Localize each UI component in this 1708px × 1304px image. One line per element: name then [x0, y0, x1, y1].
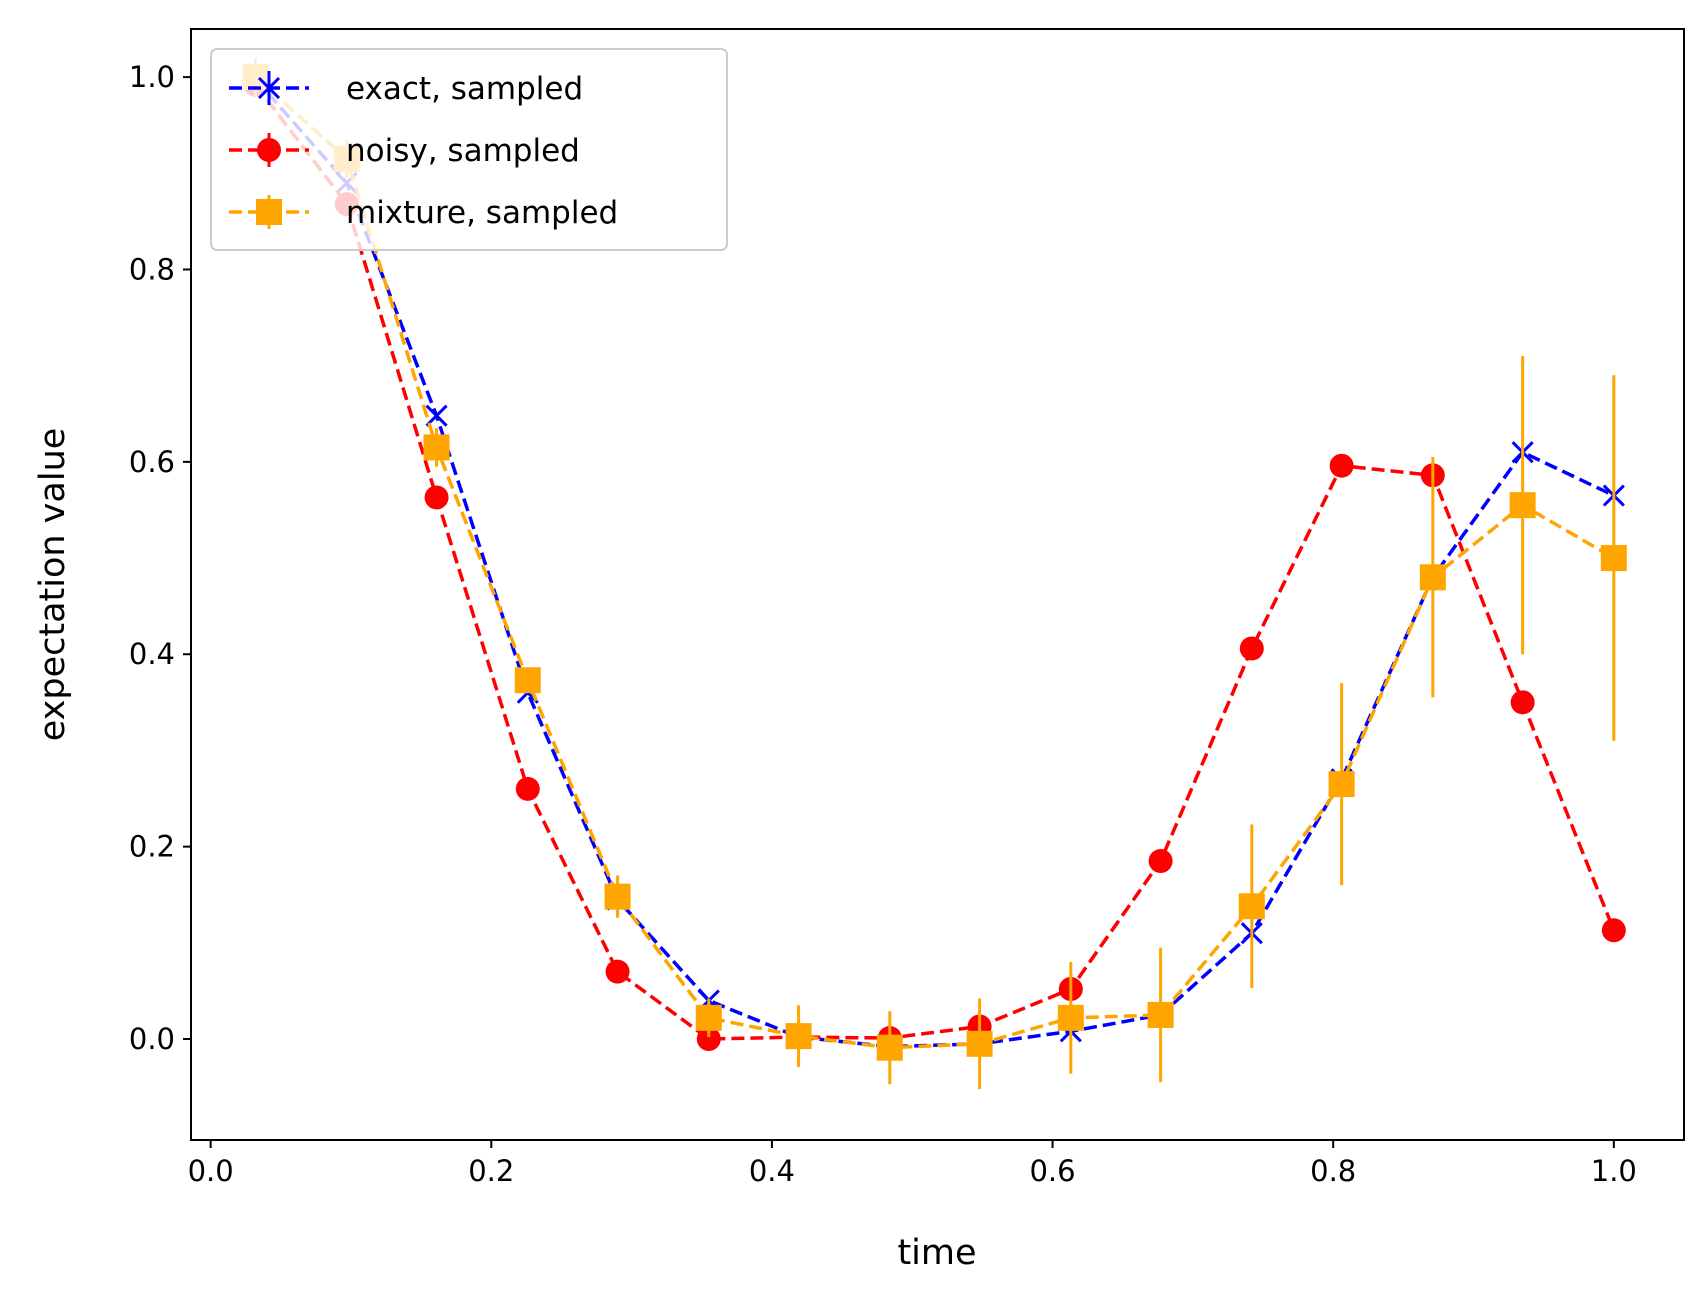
data-point-mixture: [1147, 1001, 1174, 1028]
y-axis-label: expectation value: [33, 428, 73, 742]
legend-frame: [210, 48, 728, 251]
data-point-exact: [425, 404, 448, 427]
axis-ticks: 0.0 0.2 0.4 0.6 0.8 1.0 0.0 0.2 0.4 0.6 0.8 1.0: [129, 60, 1637, 1188]
legend: exact, sampled noisy, sampled mixture, sam…: [210, 48, 728, 251]
data-point-mixture: [785, 1023, 812, 1050]
legend-marker: [257, 76, 281, 100]
data-point-noisy: [515, 776, 540, 801]
data-point-noisy: [1239, 636, 1264, 661]
data-point-mixture: [514, 667, 541, 694]
legend-label-mixture: mixture, sampled: [346, 195, 618, 231]
data-point-mixture: [966, 1030, 993, 1057]
y-tick-label: 0.0: [129, 1022, 175, 1056]
legend-item-exact: exact, sampled: [229, 71, 583, 107]
y-tick-label: 0.4: [129, 637, 175, 671]
data-point-noisy: [424, 485, 449, 510]
y-tick-label: 0.8: [129, 252, 175, 286]
data-point-noisy: [1601, 918, 1626, 943]
axes-frame: [190, 28, 1685, 1141]
x-tick-label: 1.0: [1591, 1154, 1637, 1188]
data-point-noisy: [1510, 690, 1535, 715]
series-line-mixture: [254, 75, 1615, 1050]
data-point-mixture: [876, 1034, 903, 1061]
legend-marker: [256, 199, 282, 225]
data-point-mixture: [1328, 771, 1355, 798]
series-line-noisy: [254, 83, 1616, 1041]
x-tick-label: 0.8: [1310, 1154, 1356, 1188]
y-tick-label: 0.6: [129, 445, 175, 479]
legend-items: exact, sampled noisy, sampled mixture, sam…: [229, 71, 618, 231]
data-point-noisy: [696, 1027, 721, 1051]
data-point-mixture: [695, 1004, 722, 1031]
legend-item-noisy: noisy, sampled: [229, 133, 580, 169]
x-tick-label: 0.6: [1029, 1154, 1075, 1188]
data-point-mixture: [1238, 893, 1265, 920]
x-axis-label: time: [897, 1233, 976, 1273]
data-point-noisy: [605, 959, 630, 984]
data-point-mixture: [423, 434, 450, 461]
x-tick-label: 0.0: [188, 1154, 234, 1188]
data-point-noisy: [1148, 849, 1173, 874]
y-tick-label: 1.0: [129, 60, 175, 94]
data-point-mixture: [1419, 564, 1446, 591]
x-tick-label: 0.2: [468, 1154, 514, 1188]
legend-label-exact: exact, sampled: [346, 71, 583, 107]
data-point-mixture: [604, 883, 631, 910]
legend-item-mixture: mixture, sampled: [229, 195, 618, 231]
legend-marker: [257, 138, 281, 162]
data-point-noisy: [1329, 453, 1354, 478]
y-tick-label: 0.2: [129, 830, 175, 864]
data-point-mixture: [1600, 545, 1627, 572]
data-point-exact-stroke: [425, 404, 448, 427]
legend-marker-stroke: [257, 76, 281, 100]
series-line-exact: [254, 77, 1615, 1049]
data-point-mixture: [1509, 492, 1536, 519]
data-point-mixture: [1057, 1004, 1084, 1031]
x-tick-label: 0.4: [749, 1154, 795, 1188]
legend-label-noisy: noisy, sampled: [346, 133, 580, 169]
